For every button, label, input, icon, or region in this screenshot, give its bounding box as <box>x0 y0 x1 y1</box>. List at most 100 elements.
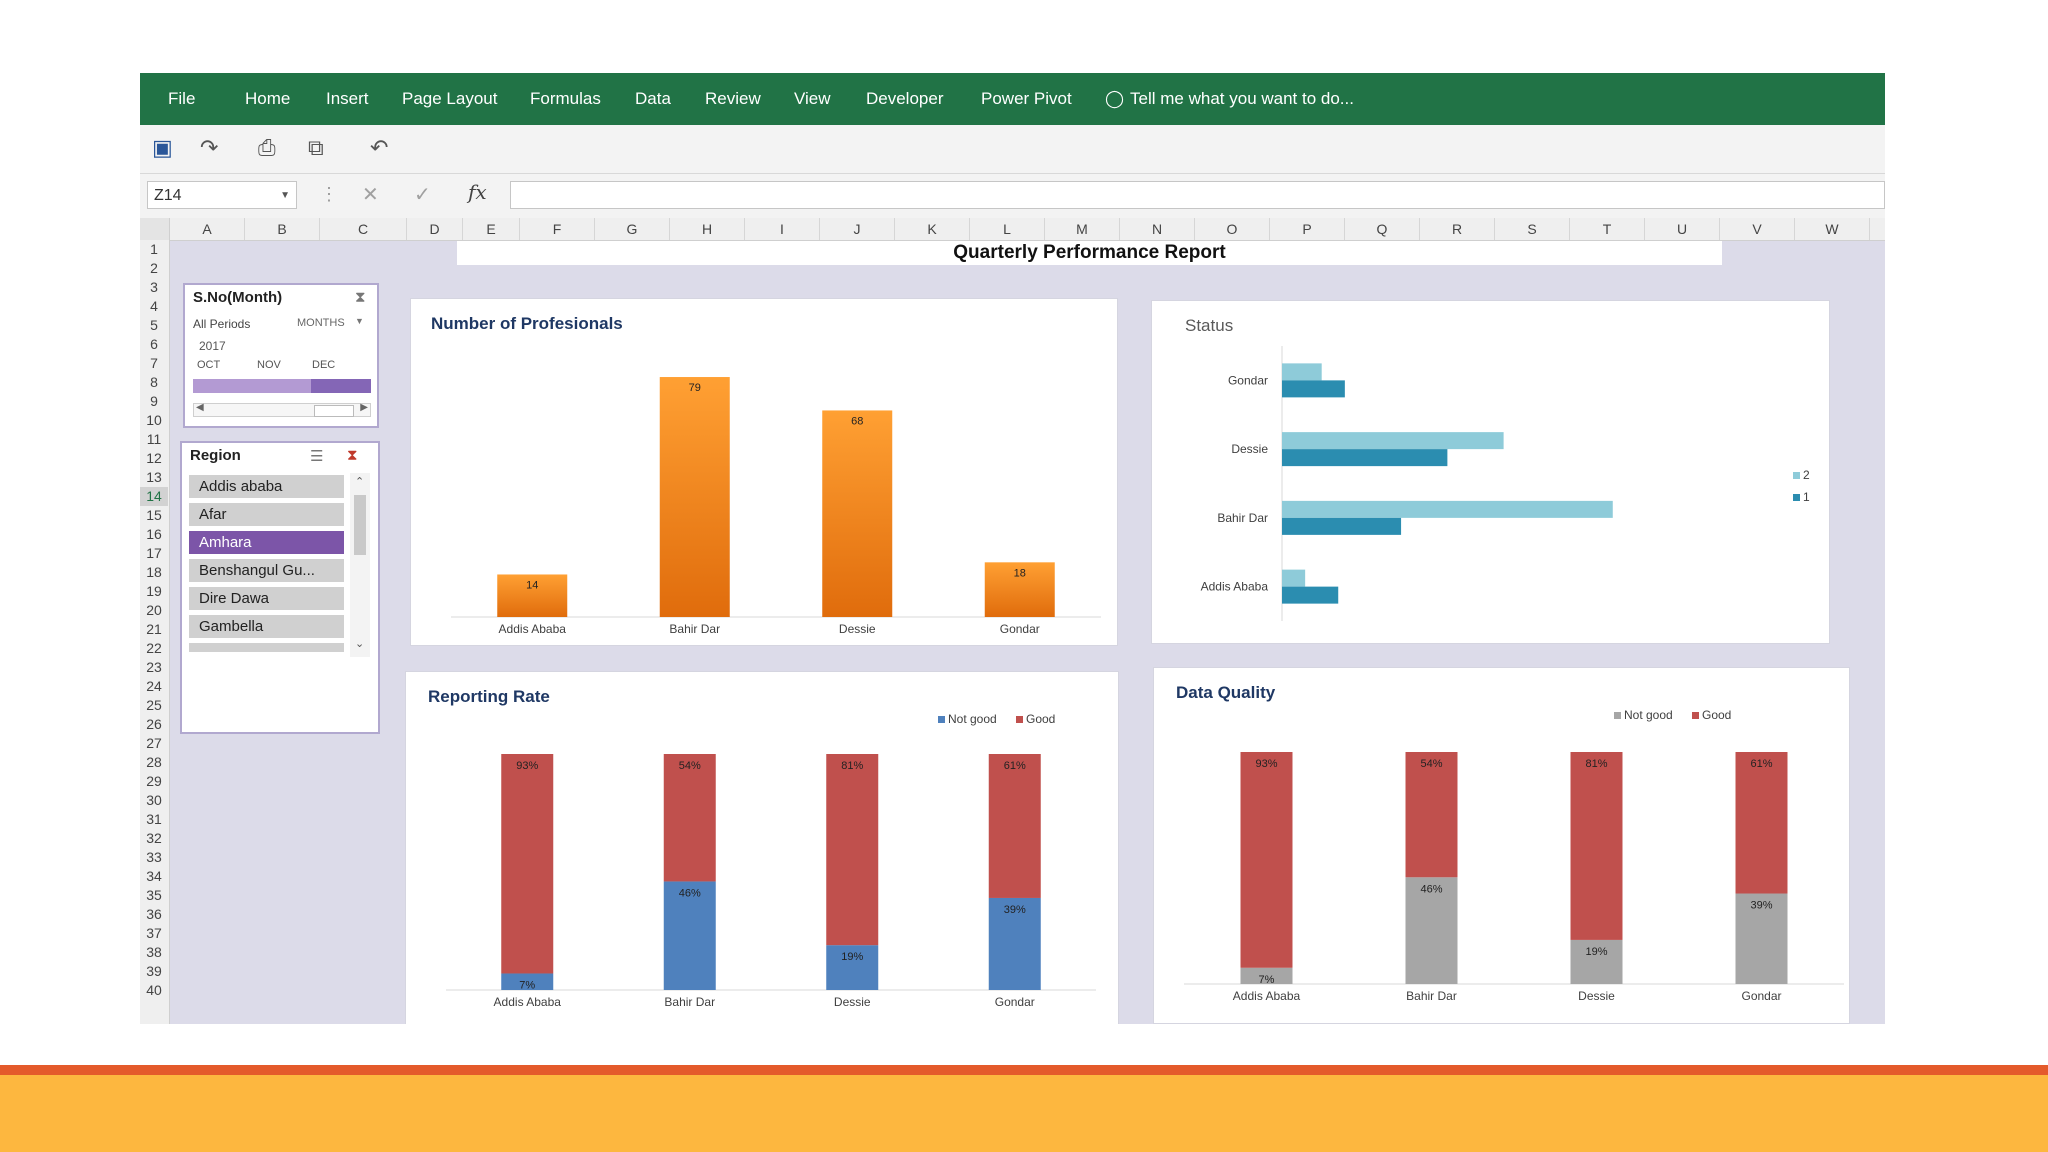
redo-icon[interactable]: ↷ <box>200 135 219 160</box>
tab-home[interactable]: Home <box>245 89 291 108</box>
row-header-4[interactable]: 4 <box>150 298 158 314</box>
quick-print-icon[interactable]: ⎙ <box>258 135 276 160</box>
tab-developer[interactable]: Developer <box>866 89 944 108</box>
scroll-right-icon[interactable]: ▶ <box>360 402 368 413</box>
column-header-p[interactable]: P <box>1270 218 1345 240</box>
column-header-g[interactable]: G <box>595 218 670 240</box>
row-header-34[interactable]: 34 <box>146 868 162 884</box>
row-header-40[interactable]: 40 <box>146 982 162 998</box>
save-icon[interactable]: ▣ <box>152 135 173 160</box>
column-header-b[interactable]: B <box>245 218 320 240</box>
row-header-37[interactable]: 37 <box>146 925 162 941</box>
row-header-27[interactable]: 27 <box>146 735 162 751</box>
row-header-22[interactable]: 22 <box>146 640 162 656</box>
column-header-i[interactable]: I <box>745 218 820 240</box>
tab-file[interactable]: File <box>168 89 196 108</box>
undo-icon[interactable]: ↶ <box>370 135 389 160</box>
row-header-32[interactable]: 32 <box>146 830 162 846</box>
row-header-11[interactable]: 11 <box>146 431 162 447</box>
tell-me-box[interactable]: ◯ Tell me what you want to do... <box>1105 89 1354 109</box>
column-header-m[interactable]: M <box>1045 218 1120 240</box>
row-header-28[interactable]: 28 <box>146 754 162 770</box>
column-header-u[interactable]: U <box>1645 218 1720 240</box>
tab-page-layout[interactable]: Page Layout <box>402 89 498 108</box>
row-header-18[interactable]: 18 <box>146 564 162 580</box>
column-header-k[interactable]: K <box>895 218 970 240</box>
region-item-gambella[interactable]: Gambella <box>189 615 344 638</box>
row-header-10[interactable]: 10 <box>146 412 162 428</box>
column-header-d[interactable]: D <box>407 218 463 240</box>
name-box[interactable]: Z14 ▼ <box>147 181 297 209</box>
region-item-amhara[interactable]: Amhara <box>189 531 344 554</box>
cancel-icon[interactable]: ✕ <box>362 184 379 206</box>
column-header-o[interactable]: O <box>1195 218 1270 240</box>
row-header-24[interactable]: 24 <box>146 678 162 694</box>
tab-review[interactable]: Review <box>705 89 761 108</box>
timeline-month-dec[interactable]: DEC <box>312 359 336 371</box>
status-chart-panel[interactable]: Status Gondar Dessie Bahir Dar Addis Ababa 2 1 <box>1151 300 1830 644</box>
select-all-corner[interactable] <box>140 218 170 240</box>
row-header-19[interactable]: 19 <box>146 583 162 599</box>
row-header-5[interactable]: 5 <box>150 317 158 333</box>
row-header-7[interactable]: 7 <box>150 355 158 371</box>
reporting-rate-chart-panel[interactable]: Reporting Rate 7% 93% Addis Ababa 46% 54% Bahi… <box>405 671 1119 1024</box>
chevron-down-icon[interactable]: ⌄ <box>355 638 365 650</box>
chevron-down-icon[interactable]: ▼ <box>355 316 364 326</box>
scroll-left-icon[interactable]: ◀ <box>196 402 204 413</box>
row-header-26[interactable]: 26 <box>146 716 162 732</box>
insert-function-icon[interactable]: fx <box>468 180 487 204</box>
row-header-33[interactable]: 33 <box>146 849 162 865</box>
tab-view[interactable]: View <box>794 89 831 108</box>
row-header-29[interactable]: 29 <box>146 773 162 789</box>
row-header-23[interactable]: 23 <box>146 659 162 675</box>
row-header-14[interactable]: 14 <box>140 487 168 506</box>
column-header-n[interactable]: N <box>1120 218 1195 240</box>
clear-filter-icon[interactable]: ⧗ <box>355 289 366 306</box>
column-header-j[interactable]: J <box>820 218 895 240</box>
row-header-30[interactable]: 30 <box>146 792 162 808</box>
data-quality-chart-panel[interactable]: Data Quality 7% 93% Addis Ababa 46% 54% Bahir … <box>1153 667 1850 1024</box>
column-header-v[interactable]: V <box>1720 218 1795 240</box>
column-header-r[interactable]: R <box>1420 218 1495 240</box>
timeline-month-nov[interactable]: NOV <box>257 359 281 371</box>
tab-insert[interactable]: Insert <box>326 89 369 108</box>
row-header-31[interactable]: 31 <box>146 811 162 827</box>
row-header-17[interactable]: 17 <box>146 545 162 561</box>
tab-data[interactable]: Data <box>635 89 671 108</box>
column-header-a[interactable]: A <box>170 218 245 240</box>
column-header-h[interactable]: H <box>670 218 745 240</box>
row-header-15[interactable]: 15 <box>146 507 162 523</box>
region-scrollbar[interactable]: ⌃ ⌄ <box>350 473 370 657</box>
region-item-afar[interactable]: Afar <box>189 503 344 526</box>
timeline-period-bar[interactable] <box>193 379 371 393</box>
months-selector[interactable]: MONTHS <box>297 317 345 329</box>
row-header-1[interactable]: 1 <box>150 241 158 257</box>
row-header-38[interactable]: 38 <box>146 944 162 960</box>
region-scroll-thumb[interactable] <box>354 495 366 555</box>
timeline-month-oct[interactable]: OCT <box>197 359 221 371</box>
clear-filter-icon[interactable]: ⧗ <box>347 447 358 464</box>
row-header-3[interactable]: 3 <box>150 279 158 295</box>
region-item-dire-dawa[interactable]: Dire Dawa <box>189 587 344 610</box>
row-header-21[interactable]: 21 <box>146 621 162 637</box>
column-header-q[interactable]: Q <box>1345 218 1420 240</box>
column-header-t[interactable]: T <box>1570 218 1645 240</box>
row-header-35[interactable]: 35 <box>146 887 162 903</box>
month-timeline-slicer[interactable]: S.No(Month) ⧗ All Periods MONTHS ▼ 2017 … <box>183 283 379 428</box>
copy-icon[interactable]: ⧉ <box>308 135 324 160</box>
timeline-scroll-thumb[interactable] <box>314 405 354 417</box>
column-header-e[interactable]: E <box>463 218 520 240</box>
chevron-up-icon[interactable]: ⌃ <box>355 476 365 488</box>
timeline-scrollbar[interactable]: ◀ ▶ <box>193 402 371 417</box>
region-item-addis-ababa[interactable]: Addis ababa <box>189 475 344 498</box>
row-header-6[interactable]: 6 <box>150 336 158 352</box>
row-header-39[interactable]: 39 <box>146 963 162 979</box>
column-header-s[interactable]: S <box>1495 218 1570 240</box>
row-header-13[interactable]: 13 <box>146 469 162 485</box>
row-header-2[interactable]: 2 <box>150 260 158 276</box>
timeline-selection[interactable] <box>311 379 371 393</box>
enter-icon[interactable]: ✓ <box>414 184 431 206</box>
tab-power-pivot[interactable]: Power Pivot <box>981 89 1072 108</box>
professionals-chart-panel[interactable]: Number of Profesionals 14 Addis Ababa 79 Bah… <box>410 298 1118 646</box>
column-header-c[interactable]: C <box>320 218 407 240</box>
